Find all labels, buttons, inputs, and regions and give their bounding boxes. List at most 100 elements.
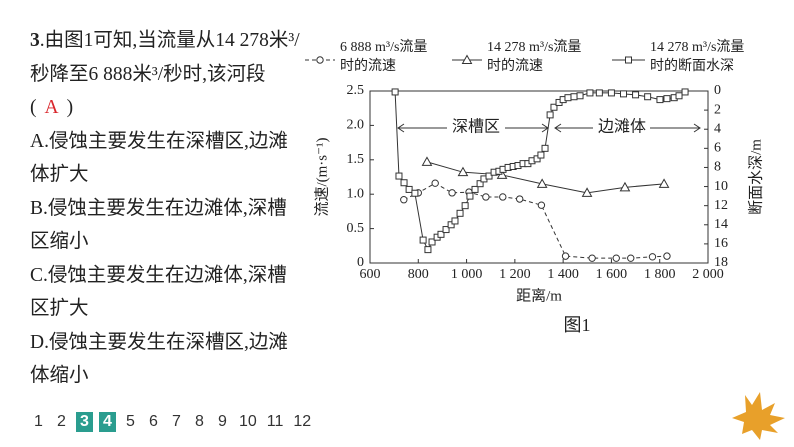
x-tick-label: 1 000 xyxy=(451,267,483,282)
nav-item[interactable]: 5 xyxy=(126,413,135,430)
y2-axis-label: 断面水深/m xyxy=(747,139,764,215)
legend-marker xyxy=(461,54,473,64)
nav-item[interactable]: 3 xyxy=(76,412,93,432)
point xyxy=(570,93,578,101)
legend-marker xyxy=(625,56,632,64)
option: C.侵蚀主要发生在边滩体,深槽区扩大 xyxy=(30,264,287,320)
point xyxy=(395,172,403,180)
option: A.侵蚀主要发生在深槽区,边滩体扩大 xyxy=(30,130,288,186)
point xyxy=(627,254,635,262)
nav-item[interactable]: 10 xyxy=(239,413,257,430)
series-line xyxy=(394,91,686,251)
point xyxy=(448,189,456,197)
nav-item[interactable]: 2 xyxy=(57,413,66,430)
point xyxy=(442,226,450,234)
y-tick-label: 0 xyxy=(357,255,364,270)
point xyxy=(451,217,459,225)
series-line xyxy=(403,182,667,259)
point xyxy=(400,196,408,204)
point xyxy=(537,201,546,209)
point xyxy=(431,179,439,187)
point xyxy=(485,172,493,180)
y2-tick-label: 18 xyxy=(714,255,728,270)
point xyxy=(658,178,670,188)
legend-label: 6 888 m³/s流量 时的流速 xyxy=(340,40,428,74)
nav-item[interactable]: 4 xyxy=(99,412,116,432)
point xyxy=(620,90,627,98)
point xyxy=(607,89,615,97)
x-tick-label: 800 xyxy=(408,267,429,282)
point xyxy=(391,88,399,96)
point xyxy=(561,252,570,260)
point xyxy=(656,96,664,104)
point xyxy=(619,181,631,192)
option: B.侵蚀主要发生在边滩体,深槽区缩小 xyxy=(30,197,287,253)
question-number: 3 xyxy=(30,30,40,51)
legend-label: 14 278 m³/s流量 时的断面水深 xyxy=(650,40,745,74)
point xyxy=(675,92,683,100)
point xyxy=(428,238,436,246)
point xyxy=(536,178,548,188)
point xyxy=(541,144,549,152)
question-stem: .由图1可知,当流量从14 278米³/秒降至6 888米³/秒时,该河段( xyxy=(30,30,300,118)
nav-item[interactable]: 8 xyxy=(195,413,204,430)
nav-item[interactable]: 7 xyxy=(172,413,181,430)
question: 3.由图1可知,当流量从14 278米³/秒降至6 888米³/秒时,该河段(A… xyxy=(30,24,302,393)
y-tick-label: 1.5 xyxy=(347,152,365,167)
point xyxy=(546,111,554,119)
point xyxy=(632,91,640,99)
y2-tick-label: 4 xyxy=(714,121,721,136)
y2-tick-label: 10 xyxy=(714,179,728,194)
point xyxy=(681,88,689,96)
nav-item[interactable]: 6 xyxy=(149,413,158,430)
y-axis-label: 流速/(m·s⁻¹) xyxy=(313,137,330,216)
point xyxy=(644,93,652,101)
point xyxy=(411,189,419,197)
x-tick-label: 1 600 xyxy=(596,267,628,282)
point xyxy=(424,246,432,254)
page-nav: 1 2 3 4 5 6 7 8 9 10 11 12 xyxy=(30,412,313,432)
point xyxy=(461,202,469,210)
point xyxy=(581,187,593,197)
y2-tick-label: 6 xyxy=(714,141,721,156)
point xyxy=(499,193,507,201)
annotation: 边滩体 xyxy=(598,118,646,136)
point xyxy=(405,185,413,193)
point xyxy=(550,103,558,111)
nav-item[interactable]: 11 xyxy=(266,413,284,430)
point xyxy=(595,89,603,97)
point xyxy=(437,230,445,238)
y-tick-label: 1.0 xyxy=(347,186,365,201)
point xyxy=(476,180,484,188)
nav-item[interactable]: 9 xyxy=(218,413,227,430)
point xyxy=(447,221,455,229)
point xyxy=(564,94,572,102)
point xyxy=(466,192,474,200)
x-tick-label: 2 000 xyxy=(692,267,724,282)
answer: A xyxy=(44,97,59,118)
nav-item[interactable]: 12 xyxy=(293,413,312,430)
y2-tick-label: 16 xyxy=(714,236,728,251)
caption: 图1 xyxy=(564,315,591,335)
legend-marker xyxy=(316,56,324,64)
point xyxy=(456,209,464,217)
plot-frame xyxy=(369,90,709,264)
y-tick-label: 2.0 xyxy=(347,118,365,133)
y2-tick-label: 8 xyxy=(714,160,721,175)
point xyxy=(588,254,596,262)
annotation: 深槽区 xyxy=(452,118,500,136)
point xyxy=(586,89,594,97)
option: D.侵蚀主要发生在深槽区,边滩体缩小 xyxy=(30,331,288,387)
nav-item[interactable]: 1 xyxy=(34,413,43,430)
point xyxy=(663,95,671,103)
point xyxy=(576,92,584,100)
point xyxy=(612,254,620,262)
point xyxy=(419,236,427,244)
point xyxy=(537,151,545,159)
x-tick-label: 1 200 xyxy=(499,267,531,282)
y2-tick-label: 14 xyxy=(714,217,728,232)
point xyxy=(421,156,433,166)
point xyxy=(648,253,657,261)
